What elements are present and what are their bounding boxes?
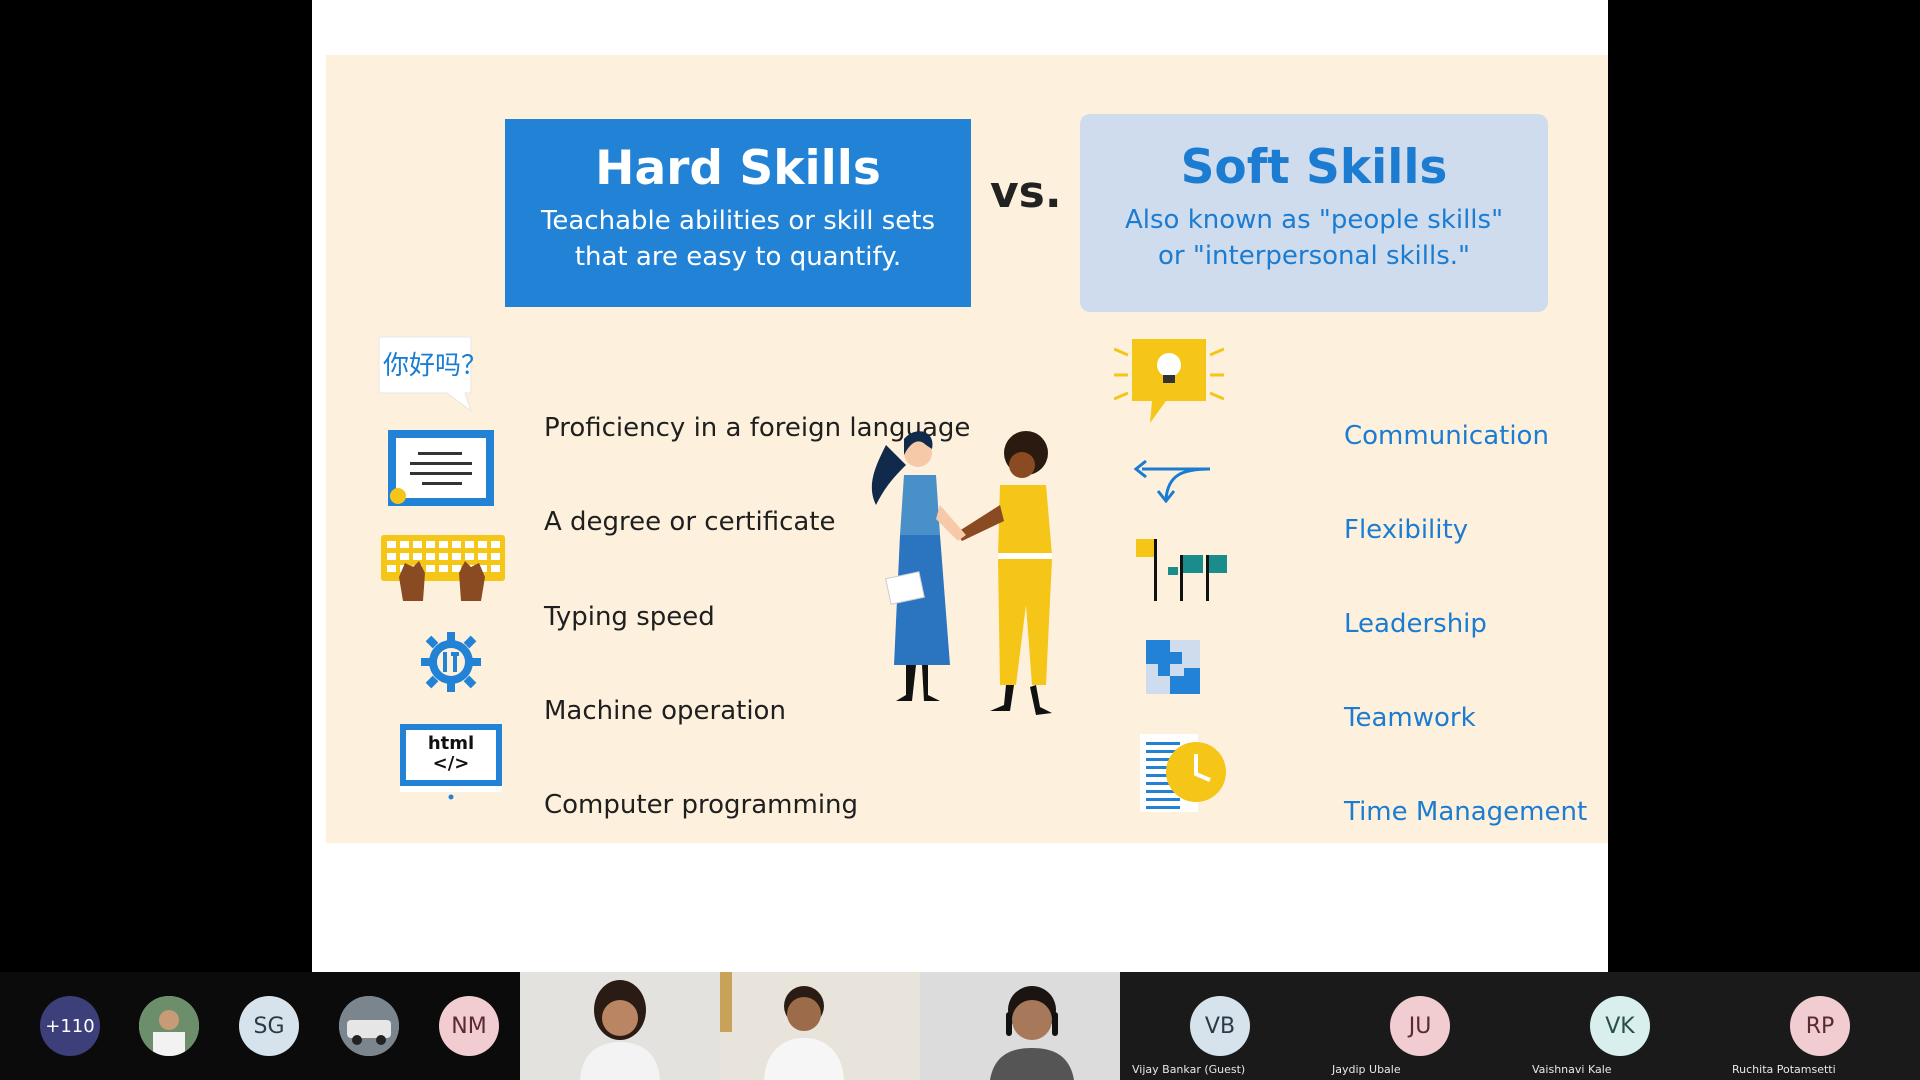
participant-name: Vaishnavi Kale (1532, 1063, 1612, 1076)
soft-skills-subtitle-line1: Also known as "people skills" (1124, 205, 1504, 235)
hard-skills-subtitle-line1: Teachable abilities or skill sets (540, 206, 936, 236)
participant-avatar-car-photo[interactable] (339, 996, 399, 1056)
skills-infographic: Hard Skills Teachable abilities or skill… (326, 55, 1608, 843)
participant-video-2[interactable] (720, 972, 920, 1080)
participant-avatar-vk: VK (1590, 996, 1650, 1056)
certificate-icon (386, 428, 496, 508)
participant-avatar-sg[interactable]: SG (239, 996, 299, 1056)
hard-skills-header: Hard Skills Teachable abilities or skill… (505, 119, 971, 307)
participant-tile-vk[interactable]: VK Vaishnavi Kale (1520, 972, 1720, 1080)
soft-skills-title: Soft Skills (1180, 140, 1448, 195)
soft-skill-time-management: Time Management (1344, 797, 1588, 827)
keyboard-hands-icon (379, 533, 507, 603)
soft-skill-communication: Communication (1344, 421, 1549, 451)
vs-label: vs. (990, 167, 1062, 218)
hard-skill-typing-speed: Typing speed (544, 602, 715, 632)
puzzle-icon (1144, 638, 1202, 696)
soft-skill-teamwork: Teamwork (1344, 703, 1476, 733)
speech-bubble-chinese-icon: 你好吗？ (375, 333, 487, 415)
html-monitor-icon: html </> (398, 722, 504, 802)
soft-skill-flexibility: Flexibility (1344, 515, 1469, 545)
hard-skill-machine-operation: Machine operation (544, 696, 786, 726)
flags-icon (1134, 537, 1228, 603)
participant-tile-vb[interactable]: VB Vijay Bankar (Guest) (1120, 972, 1320, 1080)
participant-name: Vijay Bankar (Guest) (1132, 1063, 1246, 1076)
hard-skill-foreign-language: Proficiency in a foreign language (544, 413, 971, 443)
gear-tools-icon (419, 630, 483, 694)
more-participants-button[interactable]: +110 (40, 996, 100, 1056)
participant-name: Jaydip Ubale (1332, 1063, 1401, 1076)
participant-avatar-rp: RP (1790, 996, 1850, 1056)
html-code-text: html </> (427, 733, 475, 774)
presentation-slide: Hard Skills Teachable abilities or skill… (312, 0, 1608, 972)
soft-skill-leadership: Leadership (1344, 609, 1487, 639)
shared-screen: Hard Skills Teachable abilities or skill… (312, 0, 1608, 972)
participants-strip: +110 SG NM (0, 972, 1920, 1080)
participant-avatar-vb: VB (1190, 996, 1250, 1056)
hard-skill-computer-programming: Computer programming (544, 790, 859, 820)
chinese-greeting-text: 你好吗？ (383, 351, 488, 381)
participant-video-3[interactable] (920, 972, 1120, 1080)
soft-skills-header: Soft Skills Also known as "people skills… (1080, 114, 1548, 312)
participant-video-1[interactable] (520, 972, 720, 1080)
soft-skills-subtitle-line2: or "interpersonal skills." (1158, 241, 1470, 271)
participant-avatar-nm[interactable]: NM (439, 996, 499, 1056)
hard-skills-subtitle-line2: that are easy to quantify. (574, 242, 902, 272)
participant-avatar-photo[interactable] (139, 996, 199, 1056)
participant-avatar-ju: JU (1390, 996, 1450, 1056)
clock-document-icon (1138, 730, 1228, 814)
two-people-handshake-illustration (866, 425, 1066, 735)
arrows-icon (1132, 455, 1212, 504)
participant-tile-rp[interactable]: RP Ruchita Potamsetti (1720, 972, 1920, 1080)
participant-tile-ju[interactable]: JU Jaydip Ubale (1320, 972, 1520, 1080)
lightbulb-speech-icon (1113, 335, 1225, 427)
hard-skills-title: Hard Skills (595, 141, 881, 196)
participant-name: Ruchita Potamsetti (1732, 1063, 1836, 1076)
hard-skill-degree: A degree or certificate (544, 507, 836, 537)
